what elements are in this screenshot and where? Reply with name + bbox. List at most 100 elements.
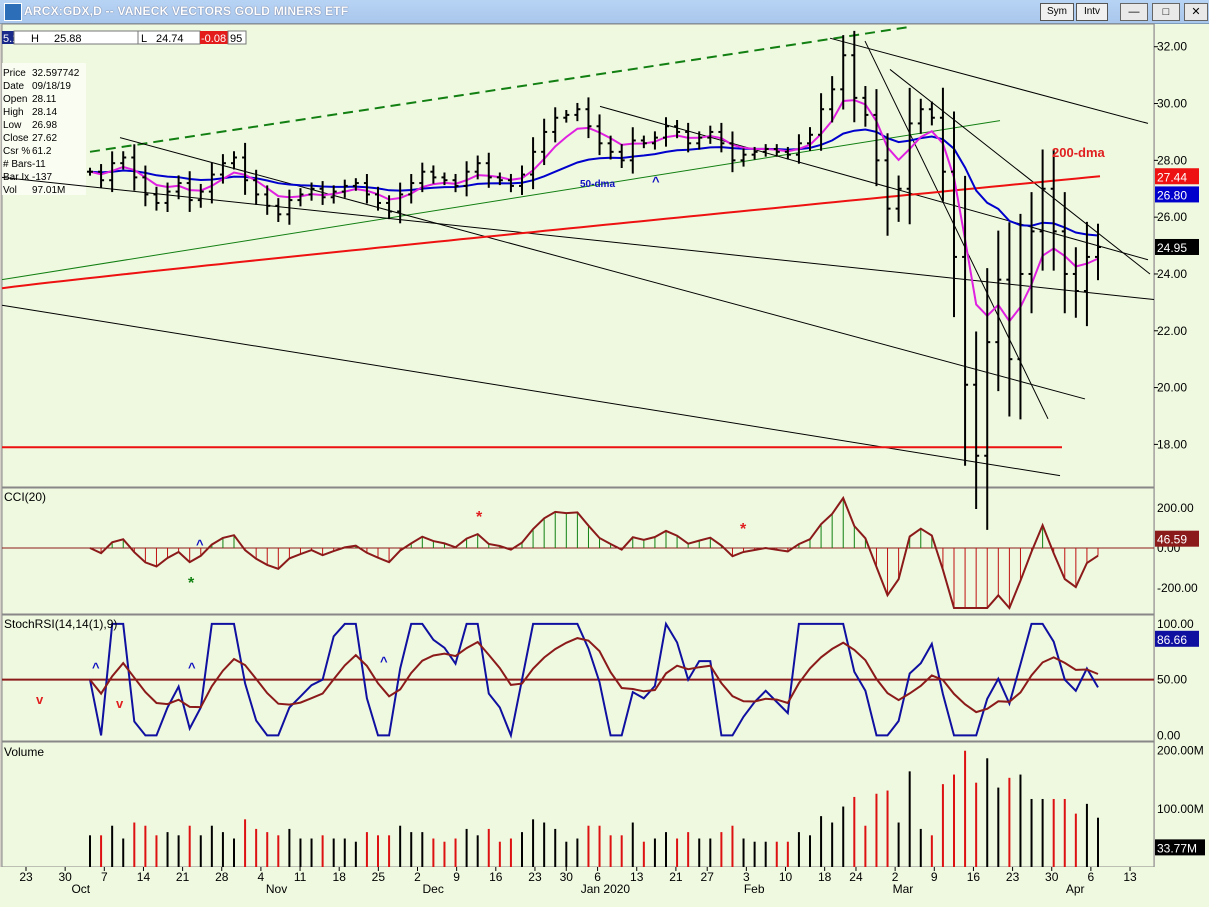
price-bar: [618, 144, 625, 168]
info-value: 28.14: [32, 107, 57, 118]
x-tick-label: 23: [19, 870, 33, 884]
price-bar: [219, 154, 226, 184]
x-tick-label: 18: [818, 870, 832, 884]
x-tick-label: 25: [372, 870, 386, 884]
caret-marker: ^: [652, 174, 660, 189]
volume-bar: [1052, 798, 1055, 867]
volume-bar: [897, 822, 900, 867]
sym-link-button[interactable]: Sym: [1040, 3, 1074, 21]
price-bar: [939, 87, 946, 202]
info-label: Low: [3, 120, 22, 131]
volume-bar: [720, 832, 723, 867]
volume-bar: [908, 771, 911, 867]
price-bar: [629, 127, 636, 174]
volume-tick-label: 100.00M: [1157, 802, 1204, 816]
volume-bar: [155, 835, 158, 867]
price-bar: [607, 135, 614, 160]
x-tick-label: 13: [1123, 870, 1137, 884]
volume-bar: [764, 841, 767, 867]
volume-bar: [809, 835, 811, 867]
volume-bar: [797, 832, 800, 867]
cci-star-1: *: [476, 509, 483, 526]
price-bar: [1095, 223, 1101, 281]
info-label: Bar Ix: [3, 172, 29, 183]
stoch-tick-label: 50.00: [1157, 673, 1187, 687]
price-tag-label-ma200: 27.44: [1157, 170, 1187, 184]
cci-star-2: *: [740, 521, 747, 538]
x-month-label: Apr: [1066, 882, 1085, 896]
volume-bar: [266, 832, 269, 867]
price-bar: [807, 127, 813, 151]
volume-bar: [288, 828, 291, 867]
info-value: 32.597742: [32, 68, 80, 79]
price-tick-label: 26.00: [1157, 210, 1187, 224]
price-bar: [851, 30, 858, 123]
minimize-button[interactable]: —: [1120, 3, 1148, 21]
close-button[interactable]: ✕: [1184, 3, 1208, 21]
volume-bar: [831, 822, 834, 867]
volume-bar: [642, 841, 645, 867]
volume-bar: [188, 825, 191, 867]
chart-canvas[interactable]: 5.16 H 25.88 L 24.74 -0.08 95 Price 32.59…: [0, 23, 1209, 907]
price-bar: [363, 174, 370, 204]
price-bar: [341, 179, 348, 198]
info-label: Close: [3, 133, 29, 144]
volume-bar: [332, 838, 335, 867]
price-bar: [98, 164, 105, 188]
maximize-button[interactable]: □: [1152, 3, 1180, 21]
price-bar: [1028, 192, 1035, 314]
price-bar: [308, 182, 315, 201]
stoch-k-line: [89, 621, 1099, 739]
quote-h-label: H: [31, 33, 39, 45]
price-bar: [375, 186, 381, 211]
volume-bar: [310, 838, 313, 867]
price-tick-label: 24.00: [1157, 267, 1187, 281]
volume-bar: [953, 774, 955, 867]
price-bar: [718, 122, 725, 153]
cci-star-3: *: [188, 575, 195, 592]
price-bar: [485, 152, 492, 188]
price-bar: [253, 169, 260, 205]
trendline: [1, 176, 1155, 301]
trendline: [599, 105, 1149, 261]
price-bar: [1061, 192, 1068, 314]
intv-link-button[interactable]: Intv: [1076, 3, 1108, 21]
stoch-tick-label: 100.00: [1157, 617, 1194, 631]
price-bar: [186, 171, 193, 212]
volume-bar: [454, 838, 457, 867]
volume-bar: [509, 838, 512, 867]
volume-bar: [587, 825, 590, 867]
volume-bar: [233, 838, 235, 867]
volume-bar: [1074, 813, 1077, 867]
volume-bar: [122, 838, 125, 867]
price-bar: [663, 117, 669, 147]
right-axis: [1155, 24, 1209, 867]
price-bar: [928, 101, 935, 126]
volume-bar: [399, 825, 402, 867]
info-label: Price: [3, 68, 26, 79]
price-bar: [319, 181, 326, 205]
cci-series: [2, 495, 1154, 610]
x-tick-label: 30: [560, 870, 574, 884]
volume-bar: [576, 838, 579, 867]
price-bar: [408, 174, 415, 204]
cci-last-label: 46.59: [1157, 533, 1187, 547]
price-bar: [707, 125, 714, 144]
price-bar: [651, 131, 658, 150]
volume-bar: [521, 832, 523, 867]
volume-bar: [919, 828, 922, 867]
info-label: Date: [3, 81, 25, 92]
volume-last-label: 33.77M: [1157, 841, 1197, 855]
price-bar: [474, 155, 481, 180]
x-tick-label: 21: [176, 870, 190, 884]
price-tick-label: 18.00: [1157, 437, 1187, 451]
volume-bar: [89, 835, 91, 867]
x-tick-label: 4: [258, 870, 265, 884]
price-bar: [917, 98, 924, 134]
trendline: [1, 120, 1001, 281]
x-month-label: Dec: [422, 882, 443, 896]
price-bar: [231, 151, 237, 170]
price-bar: [685, 122, 692, 153]
x-tick-label: 3: [743, 870, 750, 884]
volume-bars: [89, 750, 1099, 867]
